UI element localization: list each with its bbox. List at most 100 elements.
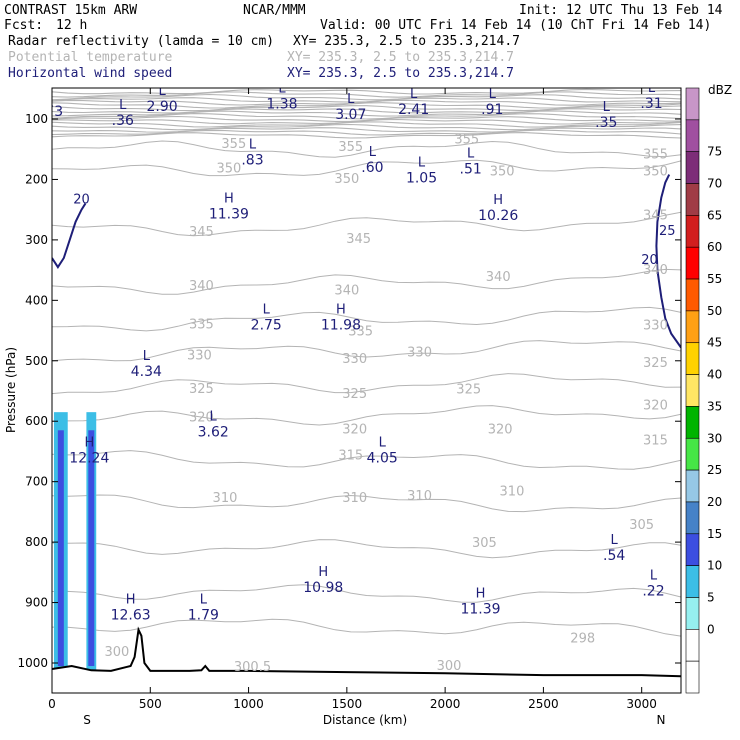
theta-contour-line <box>52 129 681 136</box>
wind-extremum: H10.26 <box>478 193 518 224</box>
x-end-label-south: S <box>83 713 91 727</box>
x-tick-label: 0 <box>48 697 56 711</box>
theta-contour-line <box>52 340 681 362</box>
wind-extremum-value: 10.26 <box>478 208 518 224</box>
theta-contour-line <box>52 121 681 128</box>
colorbar-label: 60 <box>707 240 722 254</box>
wind-extremum: H12.63 <box>111 592 151 623</box>
wind-extremum-value: .35 <box>595 115 617 131</box>
wind-extremum: L.91 <box>481 88 503 118</box>
theta-label: 300 <box>437 659 462 674</box>
y-tick-label: 400 <box>25 293 48 307</box>
wind-extremum-value: 4.34 <box>131 364 162 380</box>
y-tick-label: 600 <box>25 414 48 428</box>
wind-extremum-value: 11.39 <box>209 207 249 223</box>
colorbar-segment <box>685 87 700 121</box>
wind-extremum-type: L <box>369 145 377 160</box>
theta-label: 315 <box>643 433 668 448</box>
theta-contour-line <box>52 539 681 559</box>
x-tick-label: 1000 <box>233 697 264 711</box>
colorbar-label: 75 <box>707 145 722 159</box>
reflectivity-core <box>88 430 95 667</box>
wind-extremum-type: L <box>249 137 257 152</box>
theta-contour-line <box>52 127 681 133</box>
x-tick-label: 500 <box>139 697 162 711</box>
colorbar-label: 55 <box>707 272 722 286</box>
wind-extremum-type: H <box>476 586 486 601</box>
wind-extremum: .73 <box>52 104 63 120</box>
theta-label: 320 <box>643 398 668 413</box>
reflectivity-layer <box>53 412 97 673</box>
theta-label: 340 <box>643 263 668 278</box>
theta-contour-line <box>52 584 681 603</box>
colorbar-segment <box>685 119 700 152</box>
wind-extremum-type: H <box>318 565 328 580</box>
wind-extremum-value: 1.79 <box>188 607 219 623</box>
wind-extremum-value: .22 <box>642 583 664 599</box>
theta-contour-line <box>52 99 681 106</box>
colorbar-segment <box>685 246 700 280</box>
wind-contour-label: 20 <box>73 193 90 208</box>
theta-label: 355 <box>643 147 668 162</box>
theta-label: 320 <box>189 410 214 425</box>
wind-extremum-type: L <box>347 92 355 107</box>
colorbar-segment <box>685 310 700 344</box>
legend-field-theta: Potential temperature <box>8 50 173 65</box>
fcst-label: Fcst: <box>4 18 43 33</box>
theta-contour-line <box>52 211 681 237</box>
wind-extremum: H11.98 <box>321 302 361 333</box>
theta-label: 340 <box>486 270 511 285</box>
theta-label: 345 <box>189 225 214 240</box>
wind-extremum: L2.75 <box>251 302 282 333</box>
theta-contour-line <box>52 450 681 470</box>
wind-extremum: L1.79 <box>188 592 219 623</box>
center-name: NCAR/MMM <box>243 3 306 18</box>
theta-label: 335 <box>348 325 373 340</box>
wind-extremum-value: .91 <box>481 102 503 118</box>
y-tick-label: 1000 <box>17 656 48 670</box>
colorbar-segment <box>685 597 700 630</box>
theta-label: 325 <box>342 387 367 402</box>
colorbar-label: 5 <box>707 590 715 604</box>
wind-extremum: L.22 <box>642 568 664 599</box>
wind-extremum: L4.34 <box>131 349 162 380</box>
theta-contour-line <box>52 91 681 98</box>
theta-label: 305 <box>472 536 497 551</box>
theta-label: 300 <box>104 645 129 660</box>
x-tick-label: 2000 <box>430 697 461 711</box>
wind-extremum-type: H <box>224 192 234 207</box>
theta-label: 335 <box>189 317 214 332</box>
colorbar-label: 70 <box>707 177 722 191</box>
wind-extremum-value: .31 <box>640 96 662 112</box>
colorbar-label: 35 <box>707 399 722 413</box>
y-tick-label: 200 <box>25 172 48 186</box>
theta-contour-line <box>52 618 681 637</box>
theta-contour-line <box>52 306 681 332</box>
wind-extremum: L3.62 <box>198 409 229 440</box>
y-tick-label: 900 <box>25 596 48 610</box>
wind-contour-label: 20 <box>641 253 658 268</box>
colorbar-segment <box>685 406 700 439</box>
wind-extremum-type: L <box>119 98 127 113</box>
theta-contour-line <box>52 102 681 109</box>
wind-extremum-value: 11.98 <box>321 317 361 333</box>
wind-extremum: H12.24 <box>69 435 109 466</box>
colorbar-segment <box>685 501 700 535</box>
colorbar-segment <box>685 469 700 503</box>
colorbar-label: 45 <box>707 336 722 350</box>
wind-contour-label: 25 <box>659 224 676 239</box>
theta-contour-lines <box>52 88 681 637</box>
theta-label: 330 <box>643 319 668 334</box>
wind-extremum-value: .36 <box>112 113 134 129</box>
theta-label: 320 <box>488 422 513 437</box>
theta-label: 355 <box>454 132 479 147</box>
fcst-value: 12 h <box>56 18 87 33</box>
wind-extremum-value: 2.41 <box>398 102 429 118</box>
theta-contour-line <box>52 373 681 395</box>
theta-label: 325 <box>643 356 668 371</box>
colorbar-label: 20 <box>707 495 722 509</box>
colorbar-label: 15 <box>707 527 722 541</box>
wind-extremum-type: H <box>126 592 136 607</box>
